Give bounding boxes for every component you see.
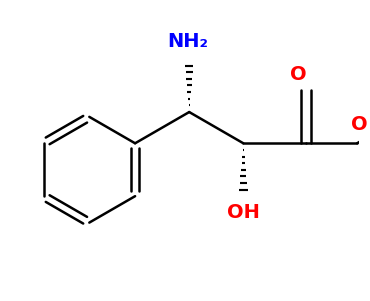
Text: NH₂: NH₂ (167, 32, 208, 51)
Text: O: O (290, 65, 306, 84)
Text: O: O (351, 115, 367, 134)
Text: OH: OH (227, 203, 260, 222)
